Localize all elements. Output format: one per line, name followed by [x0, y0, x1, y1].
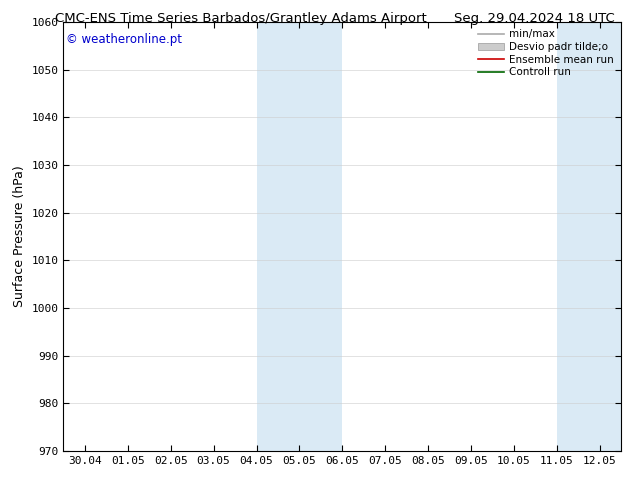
Text: Seg. 29.04.2024 18 UTC: Seg. 29.04.2024 18 UTC — [454, 12, 615, 25]
Bar — [299, 22, 342, 451]
Y-axis label: Surface Pressure (hPa): Surface Pressure (hPa) — [13, 166, 26, 307]
Bar — [557, 22, 634, 451]
Legend: min/max, Desvio padr tilde;o, Ensemble mean run, Controll run: min/max, Desvio padr tilde;o, Ensemble m… — [476, 27, 616, 79]
Text: CMC-ENS Time Series Barbados/Grantley Adams Airport: CMC-ENS Time Series Barbados/Grantley Ad… — [55, 12, 427, 25]
Bar — [257, 22, 299, 451]
Text: © weatheronline.pt: © weatheronline.pt — [66, 33, 182, 46]
